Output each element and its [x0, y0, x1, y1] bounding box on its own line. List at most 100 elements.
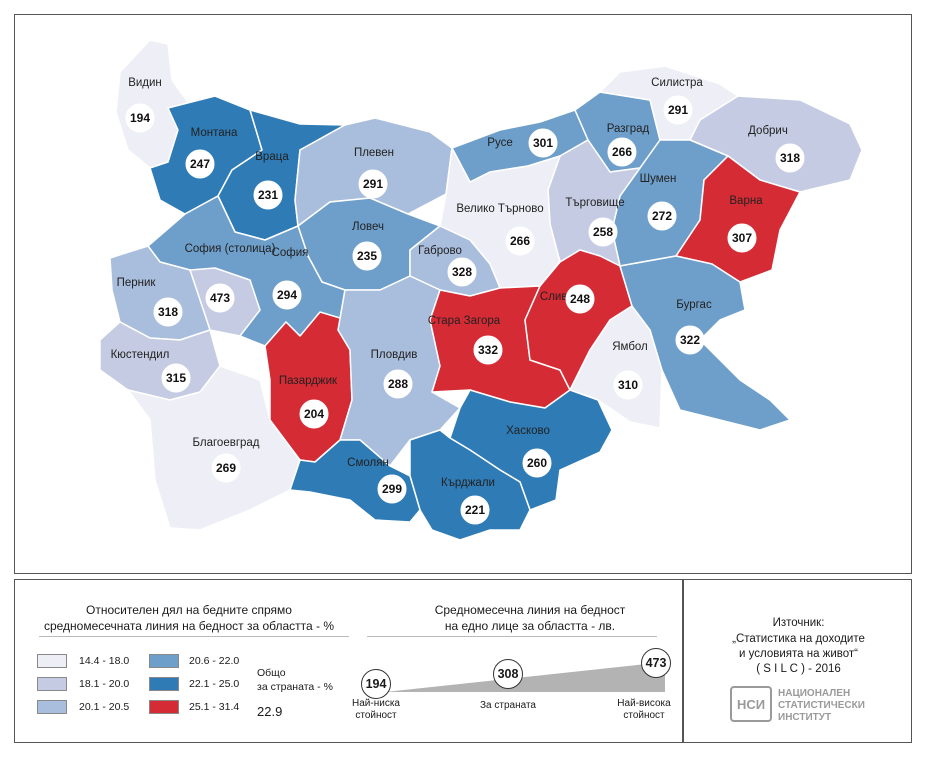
region-value-montana: 247	[190, 157, 210, 171]
value-circle-shumen	[647, 201, 677, 231]
region-label-haskovo: Хасково	[506, 425, 550, 437]
value-circle-razgrad	[607, 137, 637, 167]
region-label-vidin: Видин	[128, 77, 162, 89]
region-value-lovech: 235	[357, 249, 377, 263]
region-value-stara_zagora: 332	[478, 343, 498, 357]
swatch-label-1: 14.4 - 18.0	[79, 655, 130, 667]
nsi-name-line2: СТАТИСТИЧЕСКИ	[778, 700, 865, 711]
region-label-vratsa: Враца	[255, 151, 289, 163]
value-circle-pleven	[358, 169, 388, 199]
region-value-smolyan: 299	[382, 482, 402, 496]
region-value-pazardzhik: 204	[304, 407, 324, 421]
min-value-circle: 194	[361, 669, 391, 699]
value-circle-ruse	[528, 128, 558, 158]
value-circle-kardzhali	[460, 495, 490, 525]
region-label-pazardzhik: Пазарджик	[279, 375, 338, 387]
swatch-4	[149, 654, 179, 668]
region-value-kardzhali: 221	[465, 503, 485, 517]
region-label-targovishte: Търговище	[565, 197, 624, 209]
region-value-razgrad: 266	[612, 145, 632, 159]
source-heading: Източник:	[772, 617, 825, 629]
swatch-5	[149, 677, 179, 691]
value-circle-pernik	[153, 297, 183, 327]
legend-panel: Относителен дял на бедните спрямо средно…	[14, 579, 683, 743]
country-label: За страната	[480, 700, 536, 711]
value-circle-varna	[727, 223, 757, 253]
min-label-line2: стойност	[355, 710, 397, 721]
region-value-shumen: 272	[652, 209, 672, 223]
total-label-line1: Общо	[257, 667, 286, 679]
value-circle-dobrich	[775, 143, 805, 173]
swatch-label-5: 22.1 - 25.0	[189, 678, 240, 690]
region-value-sliven: 248	[570, 292, 590, 306]
region-label-ruse: Русе	[487, 137, 512, 149]
source-line2: „Статистика на доходите	[732, 633, 865, 645]
nsi-name: НАЦИОНАЛЕН СТАТИСТИЧЕСКИ ИНСТИТУТ	[778, 688, 865, 724]
source-line3: и условията на живот“	[739, 648, 858, 660]
legend-title: Относителен дял на бедните спрямо средно…	[39, 602, 339, 634]
region-label-blagoevgrad: Благоевград	[192, 437, 259, 449]
poverty-title-line2: на едно лице за областта - лв.	[444, 619, 616, 633]
region-label-razgrad: Разград	[607, 123, 650, 135]
value-circle-sliven	[565, 284, 595, 314]
region-value-pleven: 291	[363, 177, 383, 191]
region-label-burgas: Бургас	[676, 299, 712, 311]
swatch-3	[37, 700, 67, 714]
value-circle-sofia	[272, 280, 302, 310]
max-label: Най-висока стойност	[609, 698, 679, 722]
region-value-vtarnovo: 266	[510, 234, 530, 248]
value-circle-sofia_city	[205, 283, 235, 313]
source-panel: Източник: „Статистика на доходите и усло…	[683, 579, 912, 743]
poverty-wedge	[385, 662, 665, 692]
value-circle-haskovo	[522, 448, 552, 478]
region-kardzhali[interactable]	[409, 429, 531, 541]
bulgaria-map: Видин 194 Монтана 247 Враца 231 Плевен 291 Русе 3…	[99, 39, 863, 541]
max-label-line1: Най-висока	[617, 698, 671, 709]
region-label-kardzhali: Кърджали	[441, 477, 495, 489]
region-label-plovdiv: Пловдив	[371, 349, 418, 361]
region-label-yambol: Ямбол	[612, 341, 648, 353]
value-circle-stara_zagora	[473, 335, 503, 365]
value-circle-yambol	[613, 370, 643, 400]
region-value-dobrich: 318	[780, 151, 800, 165]
nsi-name-line1: НАЦИОНАЛЕН	[778, 688, 851, 699]
region-value-sofia_city: 473	[210, 291, 230, 305]
value-circle-blagoevgrad	[211, 453, 241, 483]
min-label: Най-ниска стойност	[343, 698, 409, 722]
region-label-shumen: Шумен	[640, 173, 677, 185]
region-label-smolyan: Смолян	[347, 457, 389, 469]
min-label-line1: Най-ниска	[352, 698, 400, 709]
value-circle-kyustendil	[161, 363, 191, 393]
value-circle-lovech	[352, 241, 382, 271]
swatch-label-3: 20.1 - 20.5	[79, 701, 130, 713]
value-circle-silistra	[663, 95, 693, 125]
region-value-ruse: 301	[533, 136, 553, 150]
value-circle-vtarnovo	[505, 226, 535, 256]
region-label-stara_zagora: Стара Загора	[428, 315, 501, 327]
country-value-circle: 308	[493, 659, 523, 689]
region-value-kyustendil: 315	[166, 371, 186, 385]
region-value-vratsa: 231	[258, 188, 278, 202]
swatch-1	[37, 654, 67, 668]
region-label-silistra: Силистра	[651, 77, 703, 89]
region-value-silistra: 291	[668, 103, 688, 117]
value-circle-vidin	[125, 103, 155, 133]
source-line4: ( S I L C ) - 2016	[756, 663, 841, 675]
poverty-title-line1: Средномесечна линия на бедност	[434, 603, 626, 617]
region-burgas[interactable]	[619, 255, 791, 431]
value-circle-pazardzhik	[299, 399, 329, 429]
region-value-vidin: 194	[130, 111, 150, 125]
value-circle-plovdiv	[383, 369, 413, 399]
legend-title-line1: Относителен дял на бедните спрямо	[86, 603, 292, 617]
region-label-dobrich: Добрич	[748, 125, 788, 137]
region-label-sofia: София	[272, 247, 309, 259]
region-value-sofia: 294	[277, 288, 297, 302]
region-value-yambol: 310	[618, 378, 638, 392]
swatch-6	[149, 700, 179, 714]
swatch-label-6: 25.1 - 31.4	[189, 701, 240, 713]
value-circle-targovishte	[588, 217, 618, 247]
region-value-blagoevgrad: 269	[216, 461, 236, 475]
region-value-plovdiv: 288	[388, 377, 408, 391]
value-circle-montana	[185, 149, 215, 179]
value-circle-vratsa	[253, 180, 283, 210]
